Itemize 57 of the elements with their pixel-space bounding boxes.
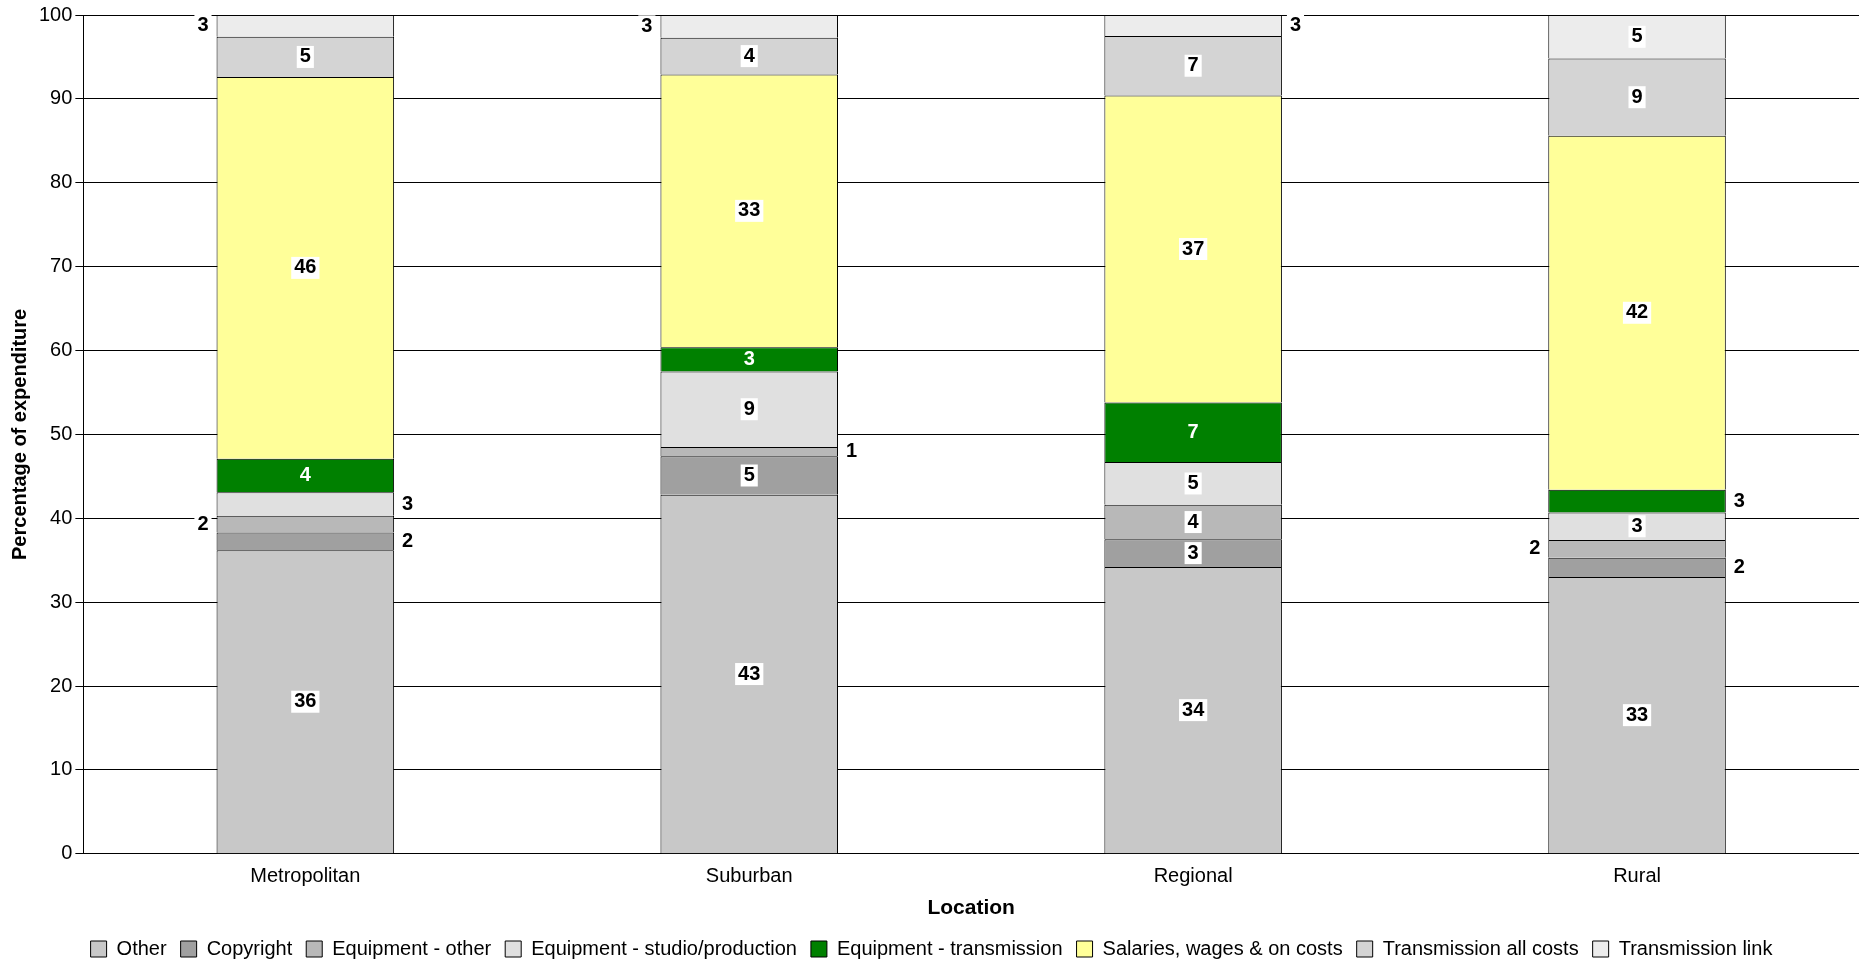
legend-label: Copyright [206,936,293,959]
data-label: 46 [294,255,317,278]
data-label: 43 [738,661,761,684]
x-tick-label: Regional [1153,864,1233,887]
data-label: 36 [294,689,317,712]
legend-label: Transmission all costs [1382,936,1579,959]
y-tick-label: 70 [50,254,73,277]
data-label: 2 [197,511,209,534]
data-label: 2 [1733,554,1745,577]
data-label: 4 [299,463,312,486]
legend-label: Equipment - transmission [836,936,1063,959]
data-label: 3 [743,346,755,369]
data-label: 5 [299,44,311,67]
y-tick-label: 40 [50,505,73,528]
y-tick-label: 50 [50,421,73,444]
data-label: 7 [1187,53,1199,76]
data-label: 4 [1187,509,1200,532]
data-label: 3 [1289,13,1302,35]
data-label: 5 [1631,24,1643,47]
data-label: 3 [1631,513,1643,536]
data-label: 5 [743,463,755,486]
legend-label: Equipment - studio/production [531,936,797,959]
y-tick-label: 10 [50,757,73,780]
data-label: 7 [1187,419,1199,442]
x-tick-label: Suburban [705,864,793,887]
data-label: 34 [1182,697,1206,720]
data-label: 9 [1631,84,1643,107]
data-label: 3 [1733,488,1745,511]
x-axis-title: Location [927,895,1015,919]
x-tick-label: Metropolitan [250,864,361,887]
y-tick-label: 0 [61,841,73,864]
data-label: 37 [1182,236,1205,259]
y-tick-label: 90 [50,86,73,109]
y-tick-label: 100 [38,2,73,25]
legend-label: Transmission link [1618,936,1774,959]
y-tick-label: 80 [50,170,73,193]
legend-label: Salaries, wages & on costs [1102,936,1343,959]
data-label: 3 [197,13,209,36]
data-label: 42 [1625,300,1649,323]
data-label: 9 [743,396,755,419]
data-label: 2 [402,528,414,551]
legend-label: Other [116,936,167,959]
y-tick-label: 60 [50,338,73,361]
data-label: 4 [743,43,756,66]
legend-label: Equipment - other [332,936,492,959]
data-label: 5 [1187,470,1199,493]
data-label: 2 [1529,536,1541,559]
data-label: 33 [738,198,761,221]
y-tick-label: 20 [50,673,73,696]
y-axis-title: Percentage of expenditure [7,308,30,560]
y-tick-label: 30 [50,589,73,612]
data-label: 3 [402,491,414,514]
data-label: 3 [1187,540,1199,563]
data-label: 33 [1625,702,1649,725]
data-label: 3 [641,13,653,36]
data-label: 1 [846,439,858,462]
x-tick-label: Rural [1613,864,1661,887]
